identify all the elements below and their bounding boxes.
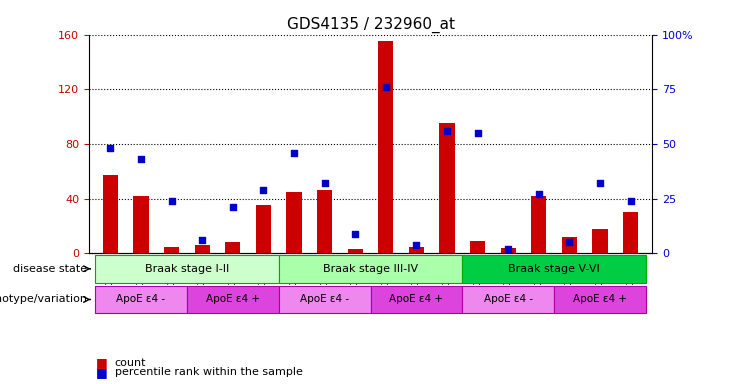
Bar: [531, 196, 547, 253]
Point: [104, 145, 116, 151]
Bar: [256, 205, 271, 253]
Point: [533, 191, 545, 197]
FancyBboxPatch shape: [462, 286, 554, 313]
Text: ApoE ε4 +: ApoE ε4 +: [206, 295, 260, 305]
Point: [502, 246, 514, 252]
Bar: [501, 248, 516, 253]
Point: [380, 84, 392, 90]
Bar: [439, 123, 455, 253]
Text: ApoE ε4 -: ApoE ε4 -: [300, 295, 349, 305]
FancyBboxPatch shape: [279, 255, 462, 283]
Text: ApoE ε4 -: ApoE ε4 -: [116, 295, 165, 305]
Bar: [164, 247, 179, 253]
FancyBboxPatch shape: [462, 255, 646, 283]
FancyBboxPatch shape: [95, 286, 187, 313]
Text: ■: ■: [96, 366, 108, 379]
Bar: [470, 241, 485, 253]
Point: [135, 156, 147, 162]
Text: Braak stage I-II: Braak stage I-II: [144, 264, 229, 274]
Bar: [225, 242, 240, 253]
Point: [349, 230, 361, 237]
Bar: [133, 196, 149, 253]
FancyBboxPatch shape: [554, 286, 646, 313]
FancyBboxPatch shape: [370, 286, 462, 313]
Point: [288, 150, 300, 156]
Point: [625, 198, 637, 204]
Point: [196, 237, 208, 243]
Bar: [194, 245, 210, 253]
FancyBboxPatch shape: [279, 286, 370, 313]
Text: ApoE ε4 +: ApoE ε4 +: [573, 295, 627, 305]
Title: GDS4135 / 232960_at: GDS4135 / 232960_at: [287, 17, 454, 33]
Point: [166, 198, 178, 204]
Bar: [103, 175, 118, 253]
Text: genotype/variation: genotype/variation: [0, 295, 87, 305]
Text: percentile rank within the sample: percentile rank within the sample: [115, 367, 303, 377]
Bar: [317, 190, 332, 253]
Text: ApoE ε4 +: ApoE ε4 +: [390, 295, 443, 305]
Bar: [592, 229, 608, 253]
Point: [227, 204, 239, 210]
Bar: [409, 247, 424, 253]
Bar: [286, 192, 302, 253]
Bar: [562, 237, 577, 253]
Point: [563, 239, 575, 245]
Point: [594, 180, 606, 186]
Text: ApoE ε4 -: ApoE ε4 -: [484, 295, 533, 305]
FancyBboxPatch shape: [95, 255, 279, 283]
Text: Braak stage V-VI: Braak stage V-VI: [508, 264, 600, 274]
Bar: [378, 41, 393, 253]
Point: [411, 242, 422, 248]
Text: ■: ■: [96, 356, 108, 369]
Bar: [348, 249, 363, 253]
Text: count: count: [115, 358, 147, 368]
Text: disease state: disease state: [13, 264, 87, 274]
Point: [472, 130, 484, 136]
Point: [257, 187, 269, 193]
FancyBboxPatch shape: [187, 286, 279, 313]
Text: Braak stage III-IV: Braak stage III-IV: [323, 264, 418, 274]
Point: [319, 180, 330, 186]
Bar: [623, 212, 638, 253]
Point: [441, 128, 453, 134]
